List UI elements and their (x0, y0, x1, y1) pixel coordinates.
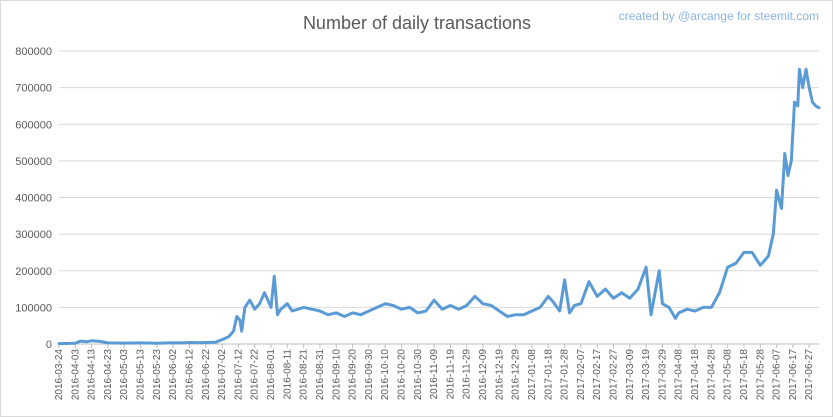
x-tick-label: 2016-07-02 (217, 349, 228, 401)
x-tick-label: 2016-06-12 (184, 349, 195, 401)
x-tick-label: 2016-07-22 (250, 349, 261, 401)
y-tick-label: 400000 (15, 193, 52, 205)
x-tick-label: 2017-05-28 (755, 349, 766, 401)
x-tick-label: 2016-12-09 (478, 349, 489, 401)
x-axis-ticks: 2016-03-24 2016-04-03 2016-04-13 2016-04-23… (54, 344, 815, 400)
y-tick-label: 0 (46, 339, 52, 351)
series-group (57, 67, 821, 346)
x-tick-label: 2016-07-12 (233, 349, 244, 401)
x-tick-label: 2016-08-11 (282, 349, 293, 400)
x-tick-label: 2017-06-27 (804, 349, 815, 401)
x-tick-label: 2017-05-08 (723, 349, 734, 401)
x-tick-label: 2016-09-30 (364, 349, 375, 401)
x-tick-label: 2016-11-09 (429, 349, 440, 400)
x-tick-label: 2016-09-20 (348, 349, 359, 401)
x-tick-label: 2017-03-19 (641, 349, 652, 401)
y-tick-label: 800000 (15, 46, 52, 58)
x-tick-label: 2016-09-10 (331, 349, 342, 401)
x-tick-label: 2016-06-22 (201, 349, 212, 401)
x-tick-label: 2016-11-19 (445, 349, 456, 400)
x-tick-label: 2016-10-30 (413, 349, 424, 401)
x-tick-label: 2016-12-29 (511, 349, 522, 401)
x-tick-label: 2017-02-27 (609, 349, 620, 401)
y-axis-ticks: 0 100000 200000 300000 400000 500000 600000 700… (15, 46, 52, 351)
x-tick-label: 2017-01-08 (527, 349, 538, 401)
x-tick-label: 2017-02-07 (576, 349, 587, 401)
x-tick-label: 2016-08-01 (266, 349, 277, 401)
x-tick-label: 2016-08-21 (299, 349, 310, 401)
x-tick-label: 2016-04-03 (70, 349, 81, 401)
x-tick-label: 2016-11-29 (462, 349, 473, 400)
x-tick-label: 2016-04-23 (103, 349, 114, 401)
chart-title: Number of daily transactions (303, 13, 531, 33)
y-tick-label: 700000 (15, 83, 52, 95)
x-tick-label: 2017-04-18 (690, 349, 701, 401)
x-tick-label: 2017-06-17 (788, 349, 799, 401)
x-tick-label: 2017-04-08 (674, 349, 685, 401)
x-tick-label: 2017-01-18 (543, 349, 554, 401)
x-tick-label: 2016-12-19 (494, 349, 505, 401)
x-tick-label: 2017-05-18 (739, 349, 750, 401)
x-tick-label: 2016-03-24 (54, 349, 65, 401)
x-tick-label: 2016-10-20 (396, 349, 407, 401)
x-tick-label: 2016-05-03 (119, 349, 130, 401)
credit-text: created by @arcange for steemit.com (619, 9, 819, 23)
x-tick-label: 2017-03-29 (657, 349, 668, 401)
x-tick-label: 2016-05-23 (152, 349, 163, 401)
x-tick-label: 2016-05-13 (136, 349, 147, 401)
x-tick-label: 2016-04-13 (87, 349, 98, 401)
x-tick-label: 2016-06-02 (168, 349, 179, 401)
x-tick-label: 2017-06-07 (772, 349, 783, 401)
gridlines (59, 50, 819, 308)
x-tick-label: 2016-10-10 (380, 349, 391, 401)
x-tick-label: 2017-01-28 (560, 349, 571, 401)
x-tick-label: 2016-08-31 (315, 349, 326, 401)
series-line (57, 67, 821, 346)
y-tick-label: 100000 (15, 302, 52, 314)
y-tick-label: 600000 (15, 119, 52, 131)
y-tick-label: 500000 (15, 156, 52, 168)
x-tick-label: 2017-03-09 (625, 349, 636, 401)
y-tick-label: 200000 (15, 266, 52, 278)
x-tick-label: 2017-04-28 (706, 349, 717, 401)
x-tick-label: 2017-02-17 (592, 349, 603, 401)
y-tick-label: 300000 (15, 229, 52, 241)
